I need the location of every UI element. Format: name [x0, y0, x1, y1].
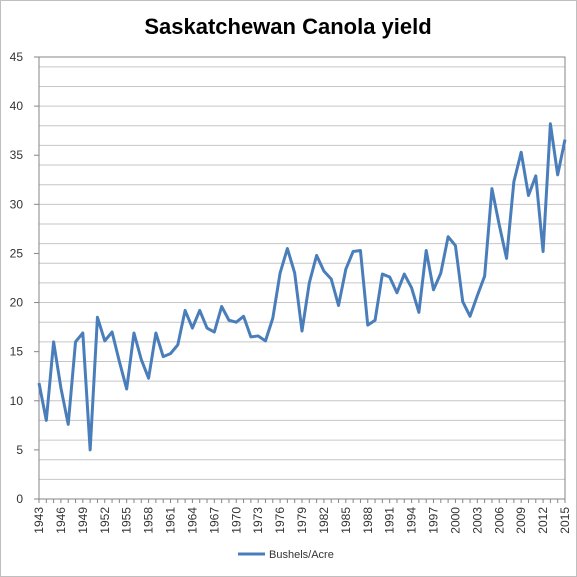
legend: Bushels/Acre — [238, 549, 334, 561]
series-line — [37, 122, 567, 452]
y-tick-label: 35 — [10, 148, 24, 162]
x-tick-label: 1946 — [54, 507, 68, 534]
x-tick-label: 1982 — [317, 507, 331, 534]
y-axis: 0 5 10 15 20 25 30 35 40 45 — [10, 50, 39, 506]
x-tick-label: 1985 — [339, 507, 353, 534]
x-tick-label: 2009 — [514, 507, 528, 534]
plot-border — [38, 56, 566, 500]
x-tick-label: 1949 — [76, 507, 90, 534]
y-tick-label: 20 — [10, 296, 24, 310]
y-tick-label: 0 — [16, 492, 23, 506]
legend-label: Bushels/Acre — [269, 549, 334, 561]
x-tick-label: 1955 — [120, 507, 134, 534]
y-tick-label: 30 — [10, 197, 24, 211]
plot-area — [38, 56, 566, 500]
y-tick-label: 5 — [16, 443, 23, 457]
gridlines — [39, 66, 565, 500]
x-tick-label: 1958 — [142, 507, 156, 534]
x-tick-label: 1991 — [383, 507, 397, 534]
y-tick-label: 25 — [10, 246, 24, 260]
x-tick-label: 1994 — [405, 507, 419, 534]
x-tick-label: 1952 — [98, 507, 112, 534]
x-tick-label: 1970 — [229, 507, 243, 534]
x-tick-label: 1997 — [427, 507, 441, 534]
x-tick-label: 1976 — [273, 507, 287, 534]
x-tick-label: 1943 — [32, 507, 46, 534]
x-tick-label: 1961 — [164, 507, 178, 534]
x-tick-label: 2012 — [536, 507, 550, 534]
x-tick-label: 2015 — [558, 507, 572, 534]
chart-title: Saskatchewan Canola yield — [144, 14, 431, 39]
y-tick-label: 40 — [10, 99, 24, 113]
series-group — [37, 122, 567, 452]
x-tick-label: 1964 — [185, 507, 199, 534]
y-tick-label: 45 — [10, 50, 24, 64]
x-axis: 1943 1946 1949 1952 1955 1958 1961 1964 1967 1970… — [32, 499, 572, 534]
x-tick-label: 1979 — [295, 507, 309, 534]
y-tick-label: 15 — [10, 345, 24, 359]
x-tick-label: 2003 — [470, 507, 484, 534]
x-tick-label: 1967 — [207, 507, 221, 534]
y-tick-label: 10 — [10, 394, 24, 408]
x-tick-label: 1973 — [251, 507, 265, 534]
x-tick-label: 1988 — [361, 507, 375, 534]
x-tick-label: 2000 — [448, 507, 462, 534]
x-tick-label: 2006 — [492, 507, 506, 534]
